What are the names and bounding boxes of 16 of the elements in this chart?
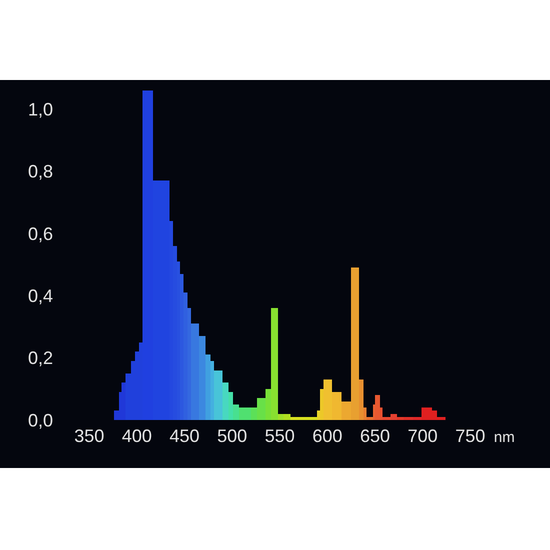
x-tick-label: 650 (360, 426, 390, 446)
x-tick-label: 600 (312, 426, 342, 446)
x-tick-label: 750 (455, 426, 486, 446)
y-tick-label: 1,0 (28, 99, 53, 120)
y-tick-label: 0,2 (28, 348, 53, 368)
y-tick-label: 0,0 (28, 410, 53, 430)
y-tick-label: 0,8 (28, 162, 53, 182)
x-tick-label: 400 (122, 426, 152, 446)
x-axis-title: nm (494, 429, 515, 446)
x-tick-label: 350 (74, 426, 104, 446)
x-tick-label: 450 (170, 426, 200, 446)
x-tick-label: 700 (408, 426, 438, 446)
x-tick-label: 500 (217, 426, 248, 446)
y-tick-label: 0,6 (28, 224, 53, 244)
x-tick-label: 550 (264, 426, 295, 446)
y-tick-label: 0,4 (28, 286, 53, 306)
